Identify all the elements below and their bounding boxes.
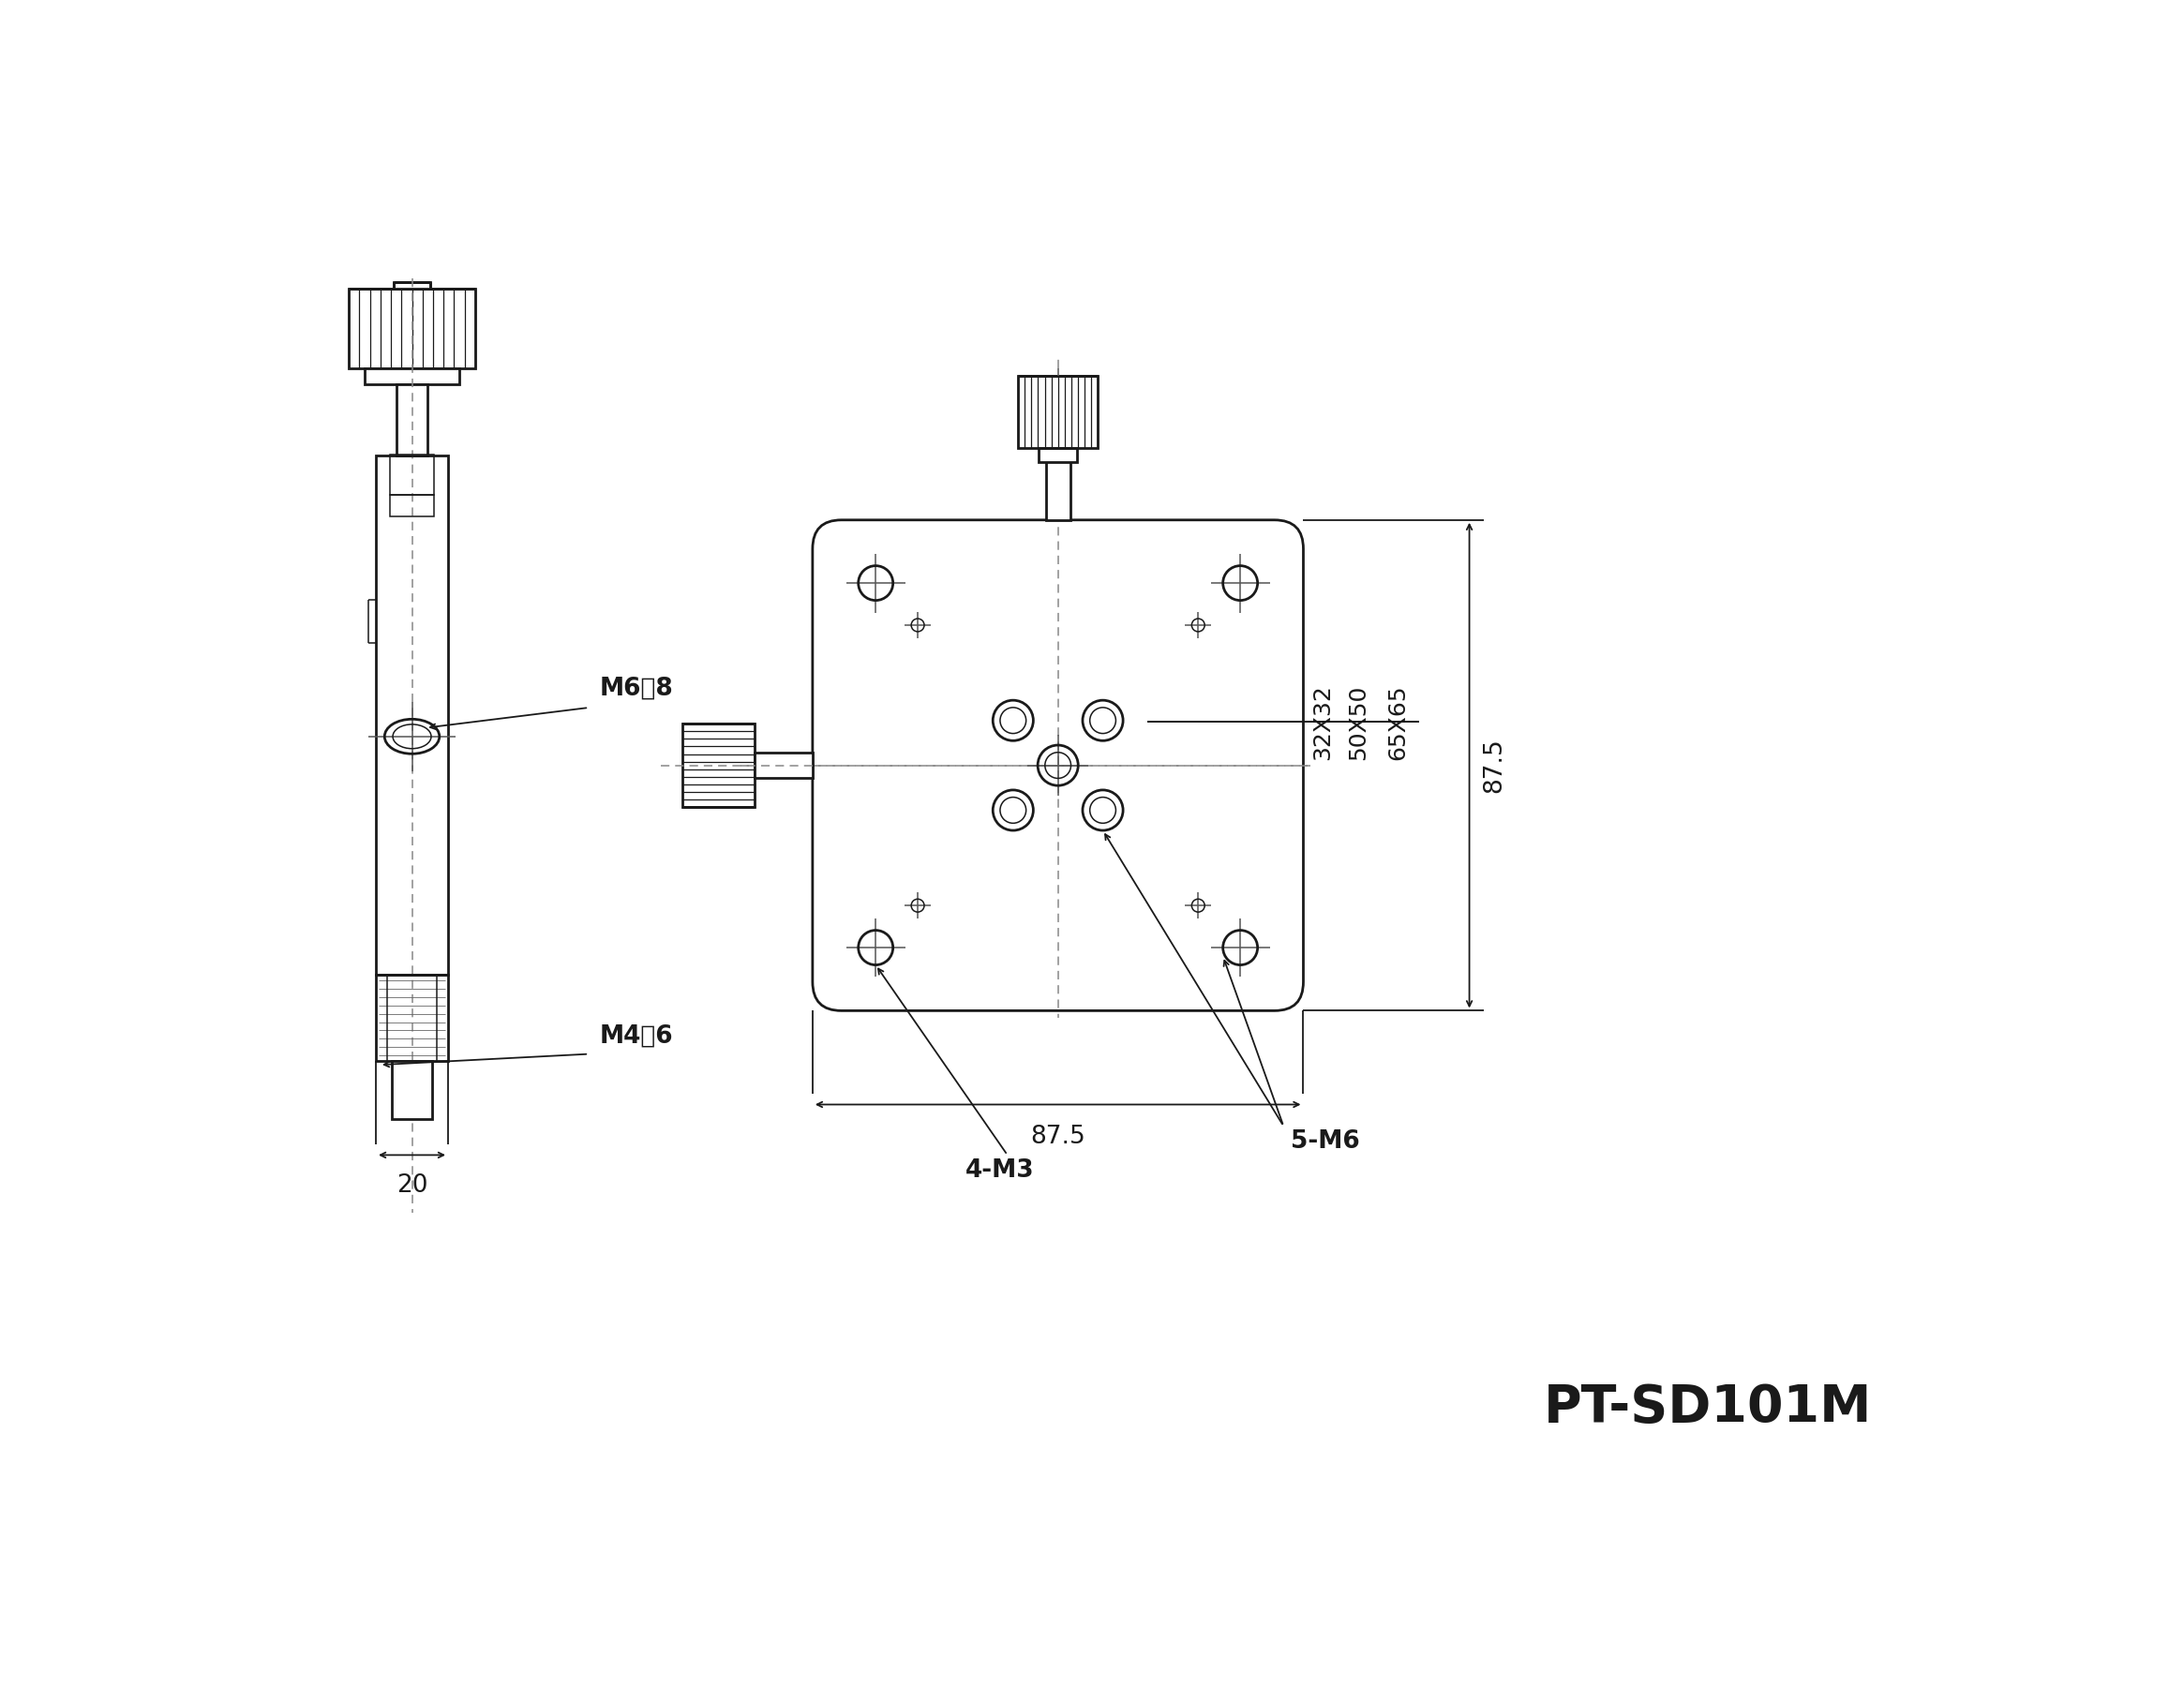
Bar [1018, 376, 1099, 447]
Bar [391, 455, 435, 494]
Bar [1037, 447, 1077, 462]
Text: 65X65: 65X65 [1387, 685, 1409, 759]
Bar [391, 494, 435, 516]
Bar [756, 752, 812, 778]
Text: 87.5: 87.5 [1483, 737, 1507, 793]
Text: 87.5: 87.5 [1031, 1125, 1085, 1149]
Bar [393, 282, 430, 288]
Text: M4淸6: M4淸6 [601, 1024, 673, 1048]
Bar [393, 1061, 432, 1118]
Bar [397, 385, 428, 455]
Text: 4-M3: 4-M3 [965, 1159, 1035, 1183]
Text: 50X50: 50X50 [1348, 685, 1369, 759]
Text: M6淸8: M6淸8 [601, 676, 673, 700]
Text: 32X32: 32X32 [1310, 685, 1334, 759]
Bar [684, 724, 756, 806]
Bar [376, 455, 448, 975]
Text: PT-SD101M: PT-SD101M [1544, 1382, 1872, 1432]
Bar [365, 368, 459, 385]
Text: 5-M6: 5-M6 [1291, 1130, 1361, 1154]
Bar [349, 288, 476, 368]
FancyBboxPatch shape [812, 520, 1304, 1011]
Bar [1046, 447, 1070, 520]
Bar [376, 975, 448, 1061]
Text: 20: 20 [395, 1172, 428, 1198]
